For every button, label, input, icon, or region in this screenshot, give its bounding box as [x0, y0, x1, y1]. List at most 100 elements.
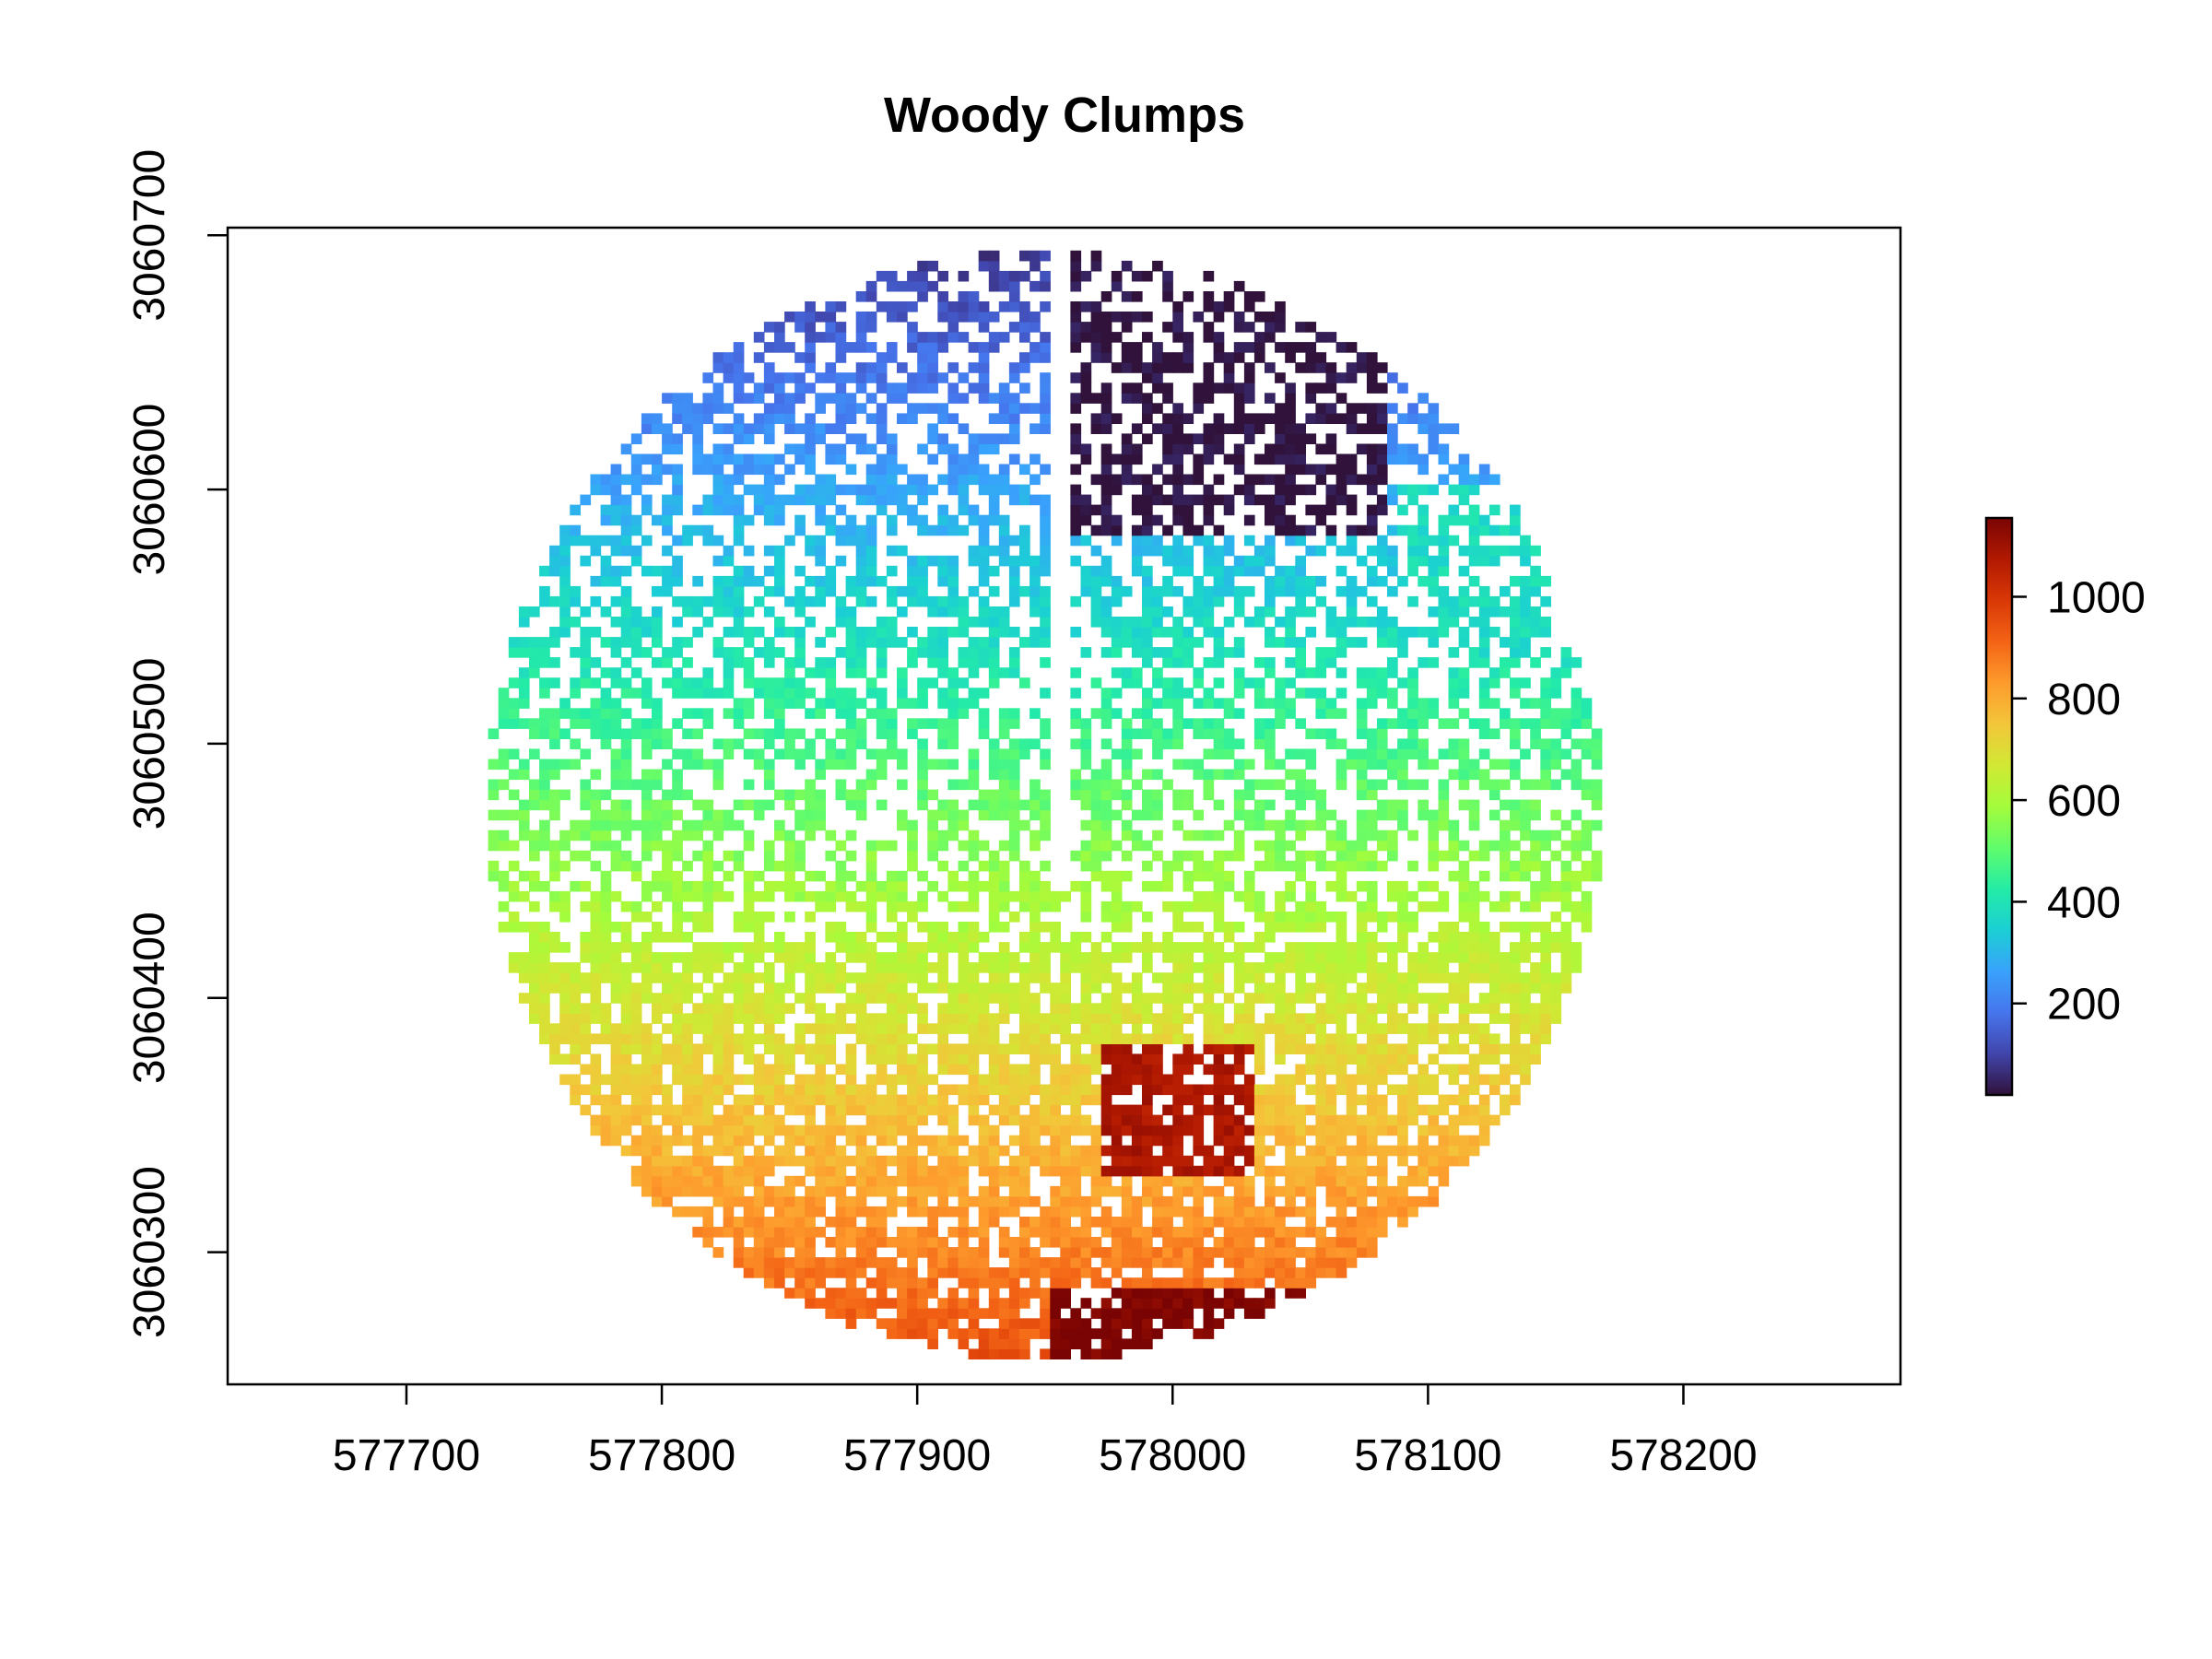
raster-cell [1295, 972, 1306, 983]
raster-cell [763, 850, 775, 862]
raster-cell [1366, 789, 1378, 801]
raster-cell [927, 332, 938, 343]
raster-cell [580, 708, 592, 719]
raster-cell [886, 738, 898, 749]
raster-cell [1030, 952, 1041, 963]
raster-cell [978, 789, 990, 801]
raster-cell [1040, 1114, 1051, 1126]
raster-cell [682, 1135, 693, 1147]
raster-cell [815, 759, 826, 771]
raster-cell [1019, 880, 1030, 892]
raster-cell [508, 880, 520, 892]
raster-cell [1295, 1247, 1306, 1258]
raster-cell [1100, 504, 1112, 516]
raster-cell [907, 1145, 918, 1157]
raster-cell [1233, 342, 1245, 353]
raster-cell [855, 1003, 867, 1014]
raster-cell [865, 1308, 877, 1319]
raster-cell [1060, 1338, 1071, 1349]
raster-cell [1162, 423, 1173, 434]
raster-cell [1213, 912, 1225, 923]
raster-cell [1203, 1013, 1215, 1024]
raster-cell [590, 890, 602, 902]
raster-cell [886, 1206, 898, 1218]
raster-cell [927, 942, 938, 953]
raster-cell [1050, 1318, 1061, 1329]
raster-cell [620, 900, 632, 912]
raster-cell [1172, 585, 1183, 597]
raster-cell [1213, 1206, 1225, 1218]
raster-cell [518, 718, 530, 729]
raster-cell [927, 1328, 938, 1339]
raster-cell [1243, 1217, 1255, 1228]
raster-cell [743, 1023, 755, 1034]
raster-cell [733, 606, 745, 618]
raster-cell [968, 1155, 980, 1167]
raster-cell [620, 799, 632, 811]
raster-cell [1325, 972, 1337, 983]
raster-cell [886, 1298, 898, 1309]
raster-cell [672, 403, 683, 414]
raster-cell [805, 952, 816, 963]
raster-cell [712, 952, 724, 963]
raster-cell [805, 1053, 816, 1065]
raster-cell [917, 382, 928, 394]
raster-cell [733, 524, 745, 536]
raster-cell [1346, 504, 1358, 516]
raster-cell [1019, 900, 1030, 912]
raster-cell [815, 1227, 826, 1238]
raster-cell [1366, 860, 1378, 872]
raster-cell [1265, 1237, 1276, 1248]
raster-cell [600, 840, 612, 852]
raster-cell [630, 474, 642, 486]
raster-cell [1131, 1064, 1143, 1076]
raster-cell [1193, 1277, 1205, 1288]
raster-cell [1008, 585, 1020, 597]
raster-cell [978, 1195, 990, 1207]
raster-cell [692, 952, 703, 963]
raster-cell [927, 453, 938, 465]
raster-cell [1223, 932, 1235, 943]
raster-cell [498, 922, 510, 933]
raster-cell [712, 637, 724, 648]
raster-cell [702, 850, 714, 862]
raster-cell [1090, 850, 1102, 862]
raster-cell [865, 637, 877, 648]
raster-cell [1315, 545, 1327, 557]
raster-cell [763, 982, 775, 994]
raster-cell [539, 962, 550, 973]
raster-cell [825, 932, 837, 943]
raster-cell [1285, 565, 1296, 577]
raster-cell [1356, 1003, 1368, 1014]
raster-cell [682, 880, 693, 892]
raster-cell [518, 952, 530, 963]
raster-cell [1040, 799, 1051, 811]
raster-cell [600, 606, 612, 618]
raster-cell [927, 657, 938, 668]
raster-cell [1335, 922, 1347, 933]
raster-cell [876, 504, 888, 516]
raster-cell [988, 443, 1000, 455]
raster-cell [1182, 993, 1194, 1004]
raster-cell [784, 372, 795, 383]
raster-cell [937, 342, 948, 353]
raster-cell [1315, 1124, 1327, 1136]
raster-cell [570, 738, 581, 749]
raster-cell [518, 922, 530, 933]
raster-cell [723, 890, 735, 902]
raster-cell [774, 1013, 785, 1024]
raster-cell [794, 890, 806, 902]
raster-cell [1325, 657, 1337, 668]
raster-cell [917, 688, 928, 699]
raster-cell [682, 1185, 693, 1197]
raster-cell [559, 555, 571, 567]
raster-cell [1223, 769, 1235, 781]
raster-cell [794, 850, 806, 862]
raster-cell [1253, 423, 1265, 434]
raster-cell [886, 972, 898, 983]
raster-cell [774, 382, 785, 394]
raster-cell [1172, 1318, 1183, 1329]
raster-cell [1213, 1155, 1225, 1167]
raster-cell [662, 433, 673, 444]
raster-cell [508, 769, 520, 781]
